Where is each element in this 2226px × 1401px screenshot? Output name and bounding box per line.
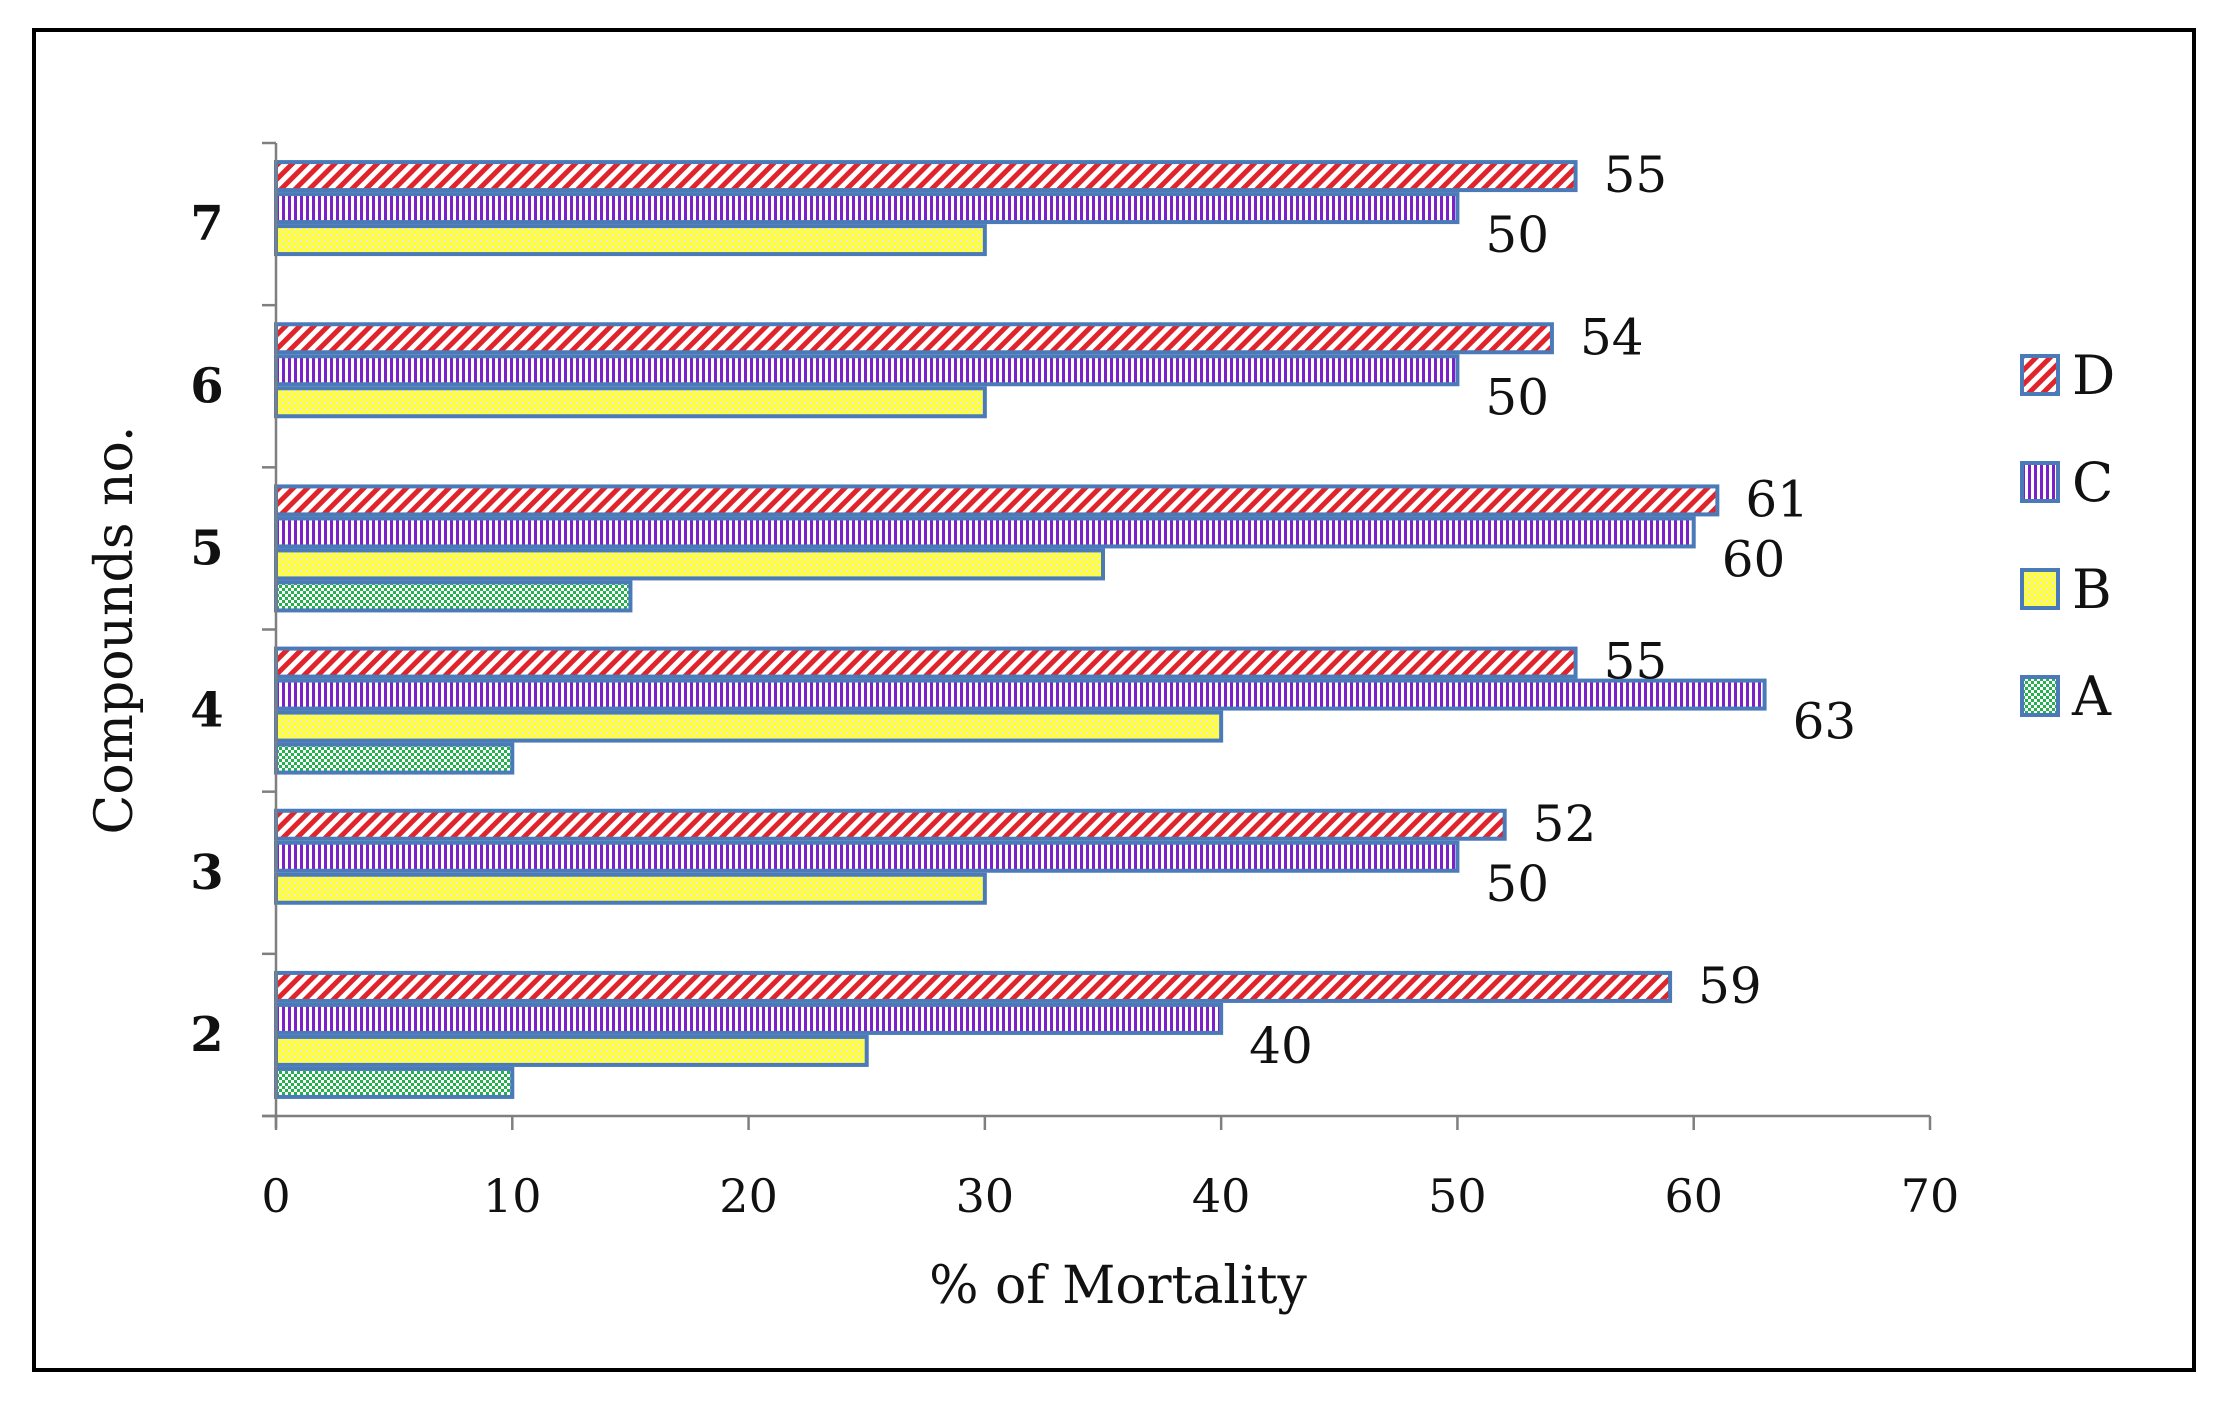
bar-C-compound-3 <box>274 840 1460 873</box>
bar-A-compound-5 <box>274 580 633 613</box>
y-tick-label-6: 6 <box>190 358 223 414</box>
x-tick-label-60: 60 <box>1664 1169 1723 1223</box>
bar-D-compound-5 <box>274 484 1720 517</box>
y-tick-label-5: 5 <box>190 520 223 576</box>
x-tick-label-70: 70 <box>1901 1169 1960 1223</box>
bar-D-compound-7 <box>274 160 1578 193</box>
legend-label-D: D <box>2072 344 2115 407</box>
y-axis-title: Compounds no. <box>85 426 145 835</box>
bar-A-compound-2 <box>274 1066 515 1099</box>
x-tick-label-30: 30 <box>956 1169 1015 1223</box>
legend-swatch-A <box>2020 675 2060 717</box>
bar-D-compound-6 <box>274 322 1554 355</box>
data-label-D-6: 54 <box>1580 308 1644 366</box>
data-label-D-4: 55 <box>1604 633 1668 691</box>
bar-B-compound-5 <box>274 548 1105 581</box>
bar-B-compound-3 <box>274 872 987 905</box>
y-tick-label-3: 3 <box>190 845 223 901</box>
bar-C-compound-2 <box>274 1002 1224 1035</box>
legend-swatch-B <box>2020 568 2060 610</box>
bar-B-compound-7 <box>274 224 987 257</box>
bar-C-compound-6 <box>274 354 1460 387</box>
x-tick-label-0: 0 <box>261 1169 290 1223</box>
data-label-C-7: 50 <box>1485 206 1549 264</box>
data-label-D-5: 61 <box>1745 470 1809 528</box>
bar-D-compound-4 <box>274 646 1578 679</box>
data-label-C-3: 50 <box>1485 855 1549 913</box>
bar-A-compound-4 <box>274 742 515 775</box>
bar-C-compound-7 <box>274 192 1460 225</box>
x-tick-label-10: 10 <box>483 1169 542 1223</box>
legend-label-A: A <box>2071 665 2112 728</box>
bar-C-compound-4 <box>274 678 1767 711</box>
x-tick-label-40: 40 <box>1192 1169 1251 1223</box>
data-label-C-2: 40 <box>1249 1017 1313 1075</box>
legend-swatch-C <box>2020 461 2060 503</box>
data-label-D-7: 55 <box>1604 146 1668 204</box>
legend-label-C: C <box>2072 451 2113 514</box>
legend-swatch-D <box>2020 354 2060 396</box>
bar-D-compound-3 <box>274 808 1507 841</box>
bar-B-compound-4 <box>274 710 1224 743</box>
y-tick-label-2: 2 <box>190 1007 223 1063</box>
x-tick-label-50: 50 <box>1428 1169 1487 1223</box>
x-tick-label-20: 20 <box>719 1169 778 1223</box>
legend-label-B: B <box>2072 558 2112 621</box>
x-axis-title: % of Mortality <box>929 1256 1307 1316</box>
data-label-D-3: 52 <box>1533 795 1597 853</box>
data-label-D-2: 59 <box>1698 957 1762 1015</box>
data-label-C-4: 63 <box>1793 693 1857 751</box>
data-label-C-6: 50 <box>1485 368 1549 426</box>
bar-B-compound-2 <box>274 1034 869 1067</box>
bar-C-compound-5 <box>274 516 1696 549</box>
bar-B-compound-6 <box>274 386 987 419</box>
data-label-C-5: 60 <box>1722 530 1786 588</box>
y-tick-label-4: 4 <box>190 683 223 739</box>
bar-D-compound-2 <box>274 970 1673 1003</box>
y-tick-label-7: 7 <box>190 196 223 252</box>
